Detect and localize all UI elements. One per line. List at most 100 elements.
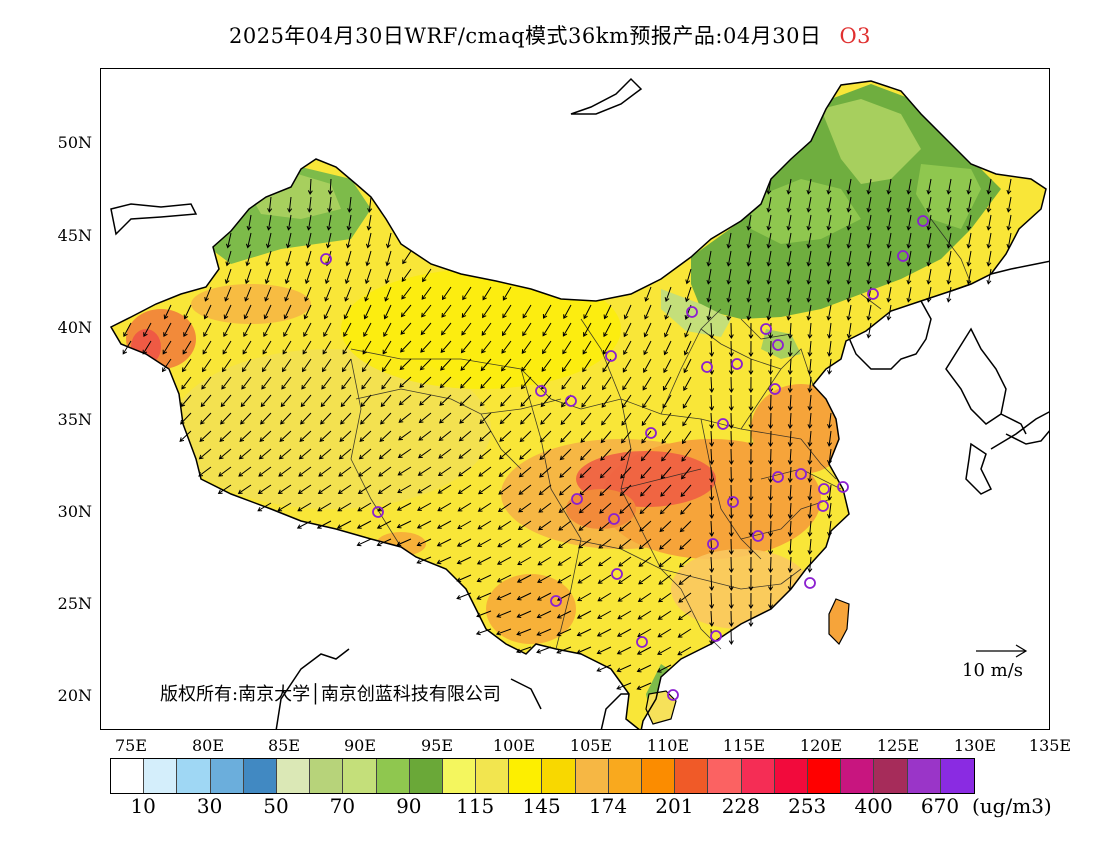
wind-arrow (163, 322, 172, 338)
wind-arrow (376, 538, 392, 547)
wind-arrow (598, 520, 612, 532)
wind-arrow (365, 232, 372, 249)
wind-arrow (683, 358, 692, 374)
wind-arrow (846, 250, 852, 267)
wind-arrow (556, 646, 572, 654)
wind-arrow (787, 556, 793, 573)
wind-arrow (677, 610, 692, 621)
map-frame[interactable] (100, 68, 1050, 730)
wind-arrow (245, 250, 252, 267)
wind-arrow (597, 592, 612, 602)
wind-arrow (768, 484, 774, 501)
wind-arrow (748, 448, 754, 465)
wind-arrow (768, 538, 774, 555)
wind-arrow (356, 520, 372, 529)
o3-concentration-map[interactable] (101, 69, 1050, 730)
wind-arrow (806, 250, 812, 267)
wind-arrow (459, 412, 472, 424)
wind-arrow (457, 520, 472, 530)
wind-arrow (461, 322, 472, 336)
wind-arrow (460, 376, 472, 389)
wind-arrow (495, 628, 512, 636)
wind-arrow (418, 448, 432, 459)
wind-arrow (787, 340, 793, 357)
wind-arrow (179, 430, 192, 442)
wind-arrow (709, 556, 715, 573)
wind-arrow (728, 430, 734, 447)
wind-arrow (339, 430, 352, 442)
wind-arrow (307, 178, 313, 195)
wind-arrow (748, 412, 754, 429)
wind-arrow (377, 484, 392, 494)
wind-arrow (748, 574, 754, 591)
wind-arrow (337, 502, 352, 512)
wind-arrow (642, 376, 652, 391)
wind-arrow (280, 412, 292, 425)
wind-arrow (728, 412, 734, 429)
wind-arrow (501, 322, 512, 337)
wind-arrow (644, 286, 652, 302)
wind-arrow (517, 556, 532, 566)
wind-arrow (659, 538, 672, 550)
wind-arrow (599, 484, 612, 497)
wind-arrow (162, 340, 172, 355)
wind-arrow (866, 304, 872, 321)
wind-arrow (536, 610, 552, 619)
wind-arrow (926, 250, 932, 267)
wind-arrow (264, 286, 272, 302)
lon-label-115e: 115E (722, 736, 766, 755)
wind-arrow (417, 484, 432, 494)
wind-arrow (326, 214, 332, 231)
wind-arrow (926, 214, 932, 231)
wind-arrow (183, 304, 192, 320)
wind-arrow (198, 448, 212, 460)
wind-arrow (906, 178, 912, 195)
legend-swatch (940, 759, 974, 793)
wind-arrow (827, 502, 832, 519)
wind-arrow (336, 520, 352, 529)
wind-arrow (656, 664, 672, 673)
wind-arrow (284, 286, 292, 302)
wind-arrow (637, 610, 652, 620)
legend-swatch (476, 759, 510, 793)
wind-arrow (357, 502, 372, 512)
wind-arrow (746, 214, 752, 231)
wind-arrow (480, 358, 492, 372)
legend-swatch (741, 759, 775, 793)
legend-swatch (708, 759, 742, 793)
wind-arrow (477, 502, 492, 512)
wind-arrow (766, 304, 772, 321)
wind-arrow (620, 448, 632, 462)
wind-arrow (866, 178, 872, 195)
wind-arrow (419, 376, 432, 389)
wind-arrow (748, 466, 754, 483)
wind-arrow (620, 466, 632, 479)
wind-arrow (258, 448, 272, 460)
wind-arrow (538, 502, 552, 513)
wind-arrow (846, 214, 852, 231)
wind-arrow (557, 538, 572, 549)
wind-arrow (621, 412, 632, 426)
wind-arrow (381, 376, 392, 390)
wind-arrow (846, 268, 852, 285)
wind-arrow (582, 358, 592, 373)
wind-arrow (827, 448, 832, 465)
wind-arrow (619, 502, 632, 514)
lat-label-30n: 30N (57, 502, 92, 521)
wind-arrow (728, 556, 734, 573)
wind-arrow (866, 250, 872, 267)
wind-arrow (462, 286, 472, 301)
wind-arrow (618, 520, 632, 532)
wind-arrow (536, 628, 552, 636)
wind-arrow (518, 484, 532, 495)
wind-arrow (244, 286, 252, 302)
wind-arrow (616, 682, 632, 690)
wind-arrow (846, 322, 852, 339)
legend-swatch (575, 759, 609, 793)
wind-arrow (680, 502, 692, 515)
wind-arrow (542, 340, 552, 355)
wind-arrow (640, 466, 652, 479)
wind-arrow (325, 232, 332, 249)
wind-arrow (341, 376, 352, 390)
wind-arrow (515, 646, 532, 654)
